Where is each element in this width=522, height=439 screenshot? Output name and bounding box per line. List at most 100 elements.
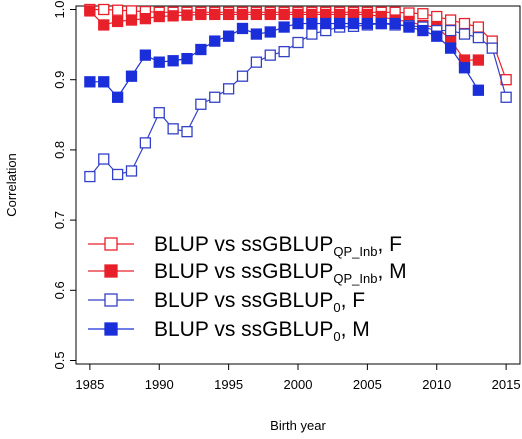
y-tick-label: 1.0 [52,0,67,18]
data-point [472,31,485,44]
data-point [250,56,263,68]
data-point [167,55,179,67]
data-point [98,76,110,88]
data-point [167,123,179,135]
legend-marker [104,237,118,251]
data-point [500,91,512,103]
y-tick-label: 0.6 [52,281,67,299]
data-point [111,168,124,181]
data-point [111,91,124,103]
y-axis-title: Correlation [4,153,19,217]
data-point [167,10,179,22]
data-point [278,45,290,58]
data-point [125,70,138,82]
data-point [153,107,165,119]
data-point [292,36,304,49]
data-point [139,49,152,61]
legend-entry: BLUP vs ssGBLUPQP_Inb, M [88,260,407,286]
data-point [111,4,124,16]
data-point [389,17,401,30]
data-point [98,19,110,31]
data-point [333,17,346,30]
data-point [250,8,263,21]
data-point [361,17,374,30]
y-tick-label: 0.5 [52,351,67,369]
data-point [306,17,318,30]
data-point [125,165,138,177]
data-point [486,42,498,54]
data-point [98,153,110,165]
y-tick-label: 0.7 [52,211,67,229]
data-point [111,15,124,28]
data-point [472,84,485,96]
x-tick-label: 2005 [353,377,382,392]
legend-label: BLUP vs ssGBLUP0, F [154,289,365,315]
data-point [181,126,193,138]
data-point [306,28,318,40]
legend-entry: BLUP vs ssGBLUP0, M [88,318,370,344]
series-layer [84,3,512,183]
data-point [292,17,304,30]
data-point [278,21,290,33]
data-point [472,54,485,66]
data-point [431,10,443,23]
data-point [139,12,152,25]
data-point [403,21,415,33]
data-point [209,35,221,47]
data-point [222,8,235,21]
data-point [347,17,360,30]
y-tick-label: 0.8 [52,141,67,159]
legend-label: BLUP vs ssGBLUPQP_Inb, F [154,233,402,259]
legend-marker [104,322,118,336]
data-point [417,8,429,20]
data-point [444,42,457,54]
data-point [375,17,387,30]
legend-label: BLUP vs ssGBLUPQP_Inb, M [154,260,407,286]
data-point [209,8,221,21]
data-point [125,14,138,26]
data-point [264,8,276,21]
data-point [153,10,165,23]
data-point [431,30,443,42]
data-point [458,62,471,74]
data-point [209,91,221,103]
data-point [84,170,96,183]
data-point [236,70,249,82]
data-point [320,17,332,30]
y-axis: 0.5 0.6 0.7 0.8 0.9 1.0 [52,0,76,370]
data-point [153,56,165,68]
data-point [181,9,193,21]
x-tick-label: 1990 [145,377,174,392]
data-point [264,26,276,38]
data-point [472,21,485,33]
x-axis-title: Birth year [270,418,326,433]
x-tick-label: 2010 [422,377,451,392]
data-point [195,8,207,21]
data-point [98,3,110,16]
data-point [458,17,471,30]
data-point [222,30,235,42]
series-3 [84,17,485,103]
data-point [195,43,207,56]
data-point [84,5,96,17]
data-point [264,49,276,61]
x-axis: 1985 1990 1995 2000 2005 2010 2015 [75,364,521,392]
data-point [250,28,263,40]
data-point [236,22,249,35]
data-point [181,52,193,65]
data-point [458,28,471,40]
x-tick-label: 1995 [214,377,243,392]
data-point [84,76,96,88]
data-point [139,137,152,149]
data-point [444,24,457,37]
data-point [195,98,207,110]
x-tick-label: 1985 [75,377,104,392]
x-tick-label: 2015 [492,377,521,392]
y-tick-label: 0.9 [52,71,67,89]
x-tick-label: 2000 [284,377,313,392]
data-point [417,24,429,37]
legend-label: BLUP vs ssGBLUP0, M [154,318,370,344]
legend-entry: BLUP vs ssGBLUPQP_Inb, F [88,233,402,259]
